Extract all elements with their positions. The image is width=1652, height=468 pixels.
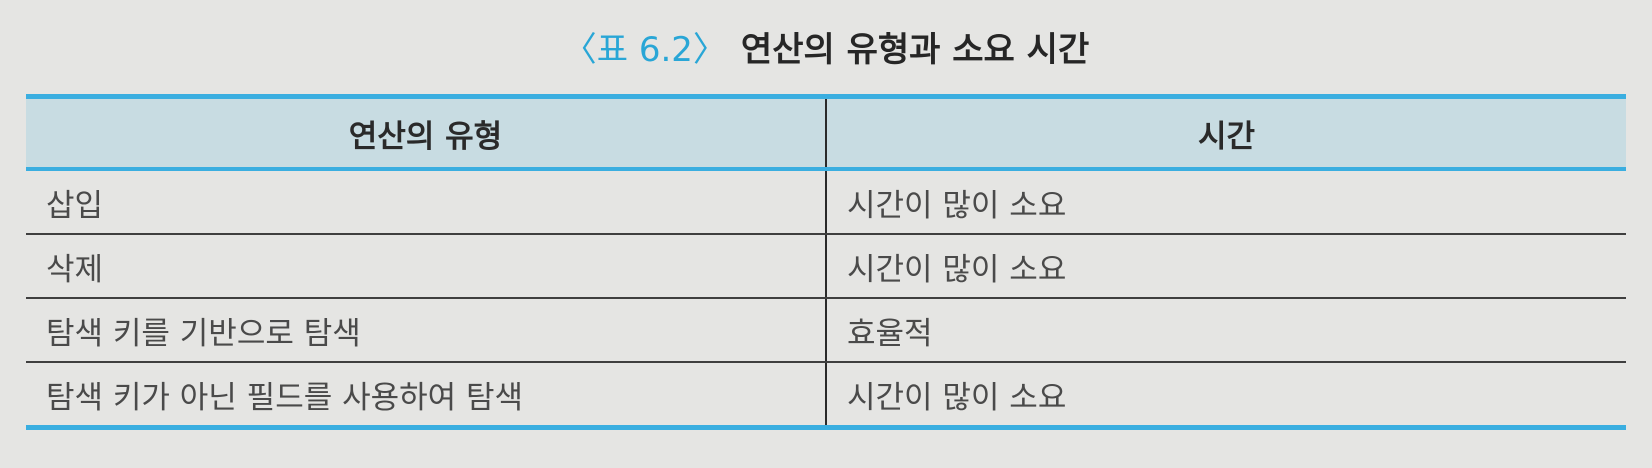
table-row: 삽입 시간이 많이 소요 <box>26 169 1626 235</box>
operation-type-cell: 탐색 키를 기반으로 탐색 <box>26 298 827 363</box>
time-cell: 시간이 많이 소요 <box>826 362 1626 430</box>
column-header-operation-type: 연산의 유형 <box>26 94 827 171</box>
operations-table: 연산의 유형 시간 삽입 시간이 많이 소요 삭제 시간이 많이 소요 탐색 키… <box>26 94 1626 430</box>
table-title: 연산의 유형과 소요 시간 <box>740 30 1090 70</box>
table-header-row: 연산의 유형 시간 <box>26 94 1626 171</box>
operation-type-cell: 삭제 <box>26 234 827 299</box>
time-cell: 효율적 <box>826 298 1626 363</box>
time-cell: 시간이 많이 소요 <box>826 169 1626 235</box>
column-header-time: 시간 <box>826 94 1626 171</box>
table-row: 삭제 시간이 많이 소요 <box>26 234 1626 299</box>
table-row: 탐색 키를 기반으로 탐색 효율적 <box>26 298 1626 363</box>
table-row: 탐색 키가 아닌 필드를 사용하여 탐색 시간이 많이 소요 <box>26 362 1626 430</box>
table-number-label: 〈표 6.2〉 <box>562 30 727 70</box>
table-caption: 〈표 6.2〉 연산의 유형과 소요 시간 <box>0 22 1652 78</box>
operation-type-cell: 삽입 <box>26 169 827 235</box>
time-cell: 시간이 많이 소요 <box>826 234 1626 299</box>
operation-type-cell: 탐색 키가 아닌 필드를 사용하여 탐색 <box>26 362 827 430</box>
